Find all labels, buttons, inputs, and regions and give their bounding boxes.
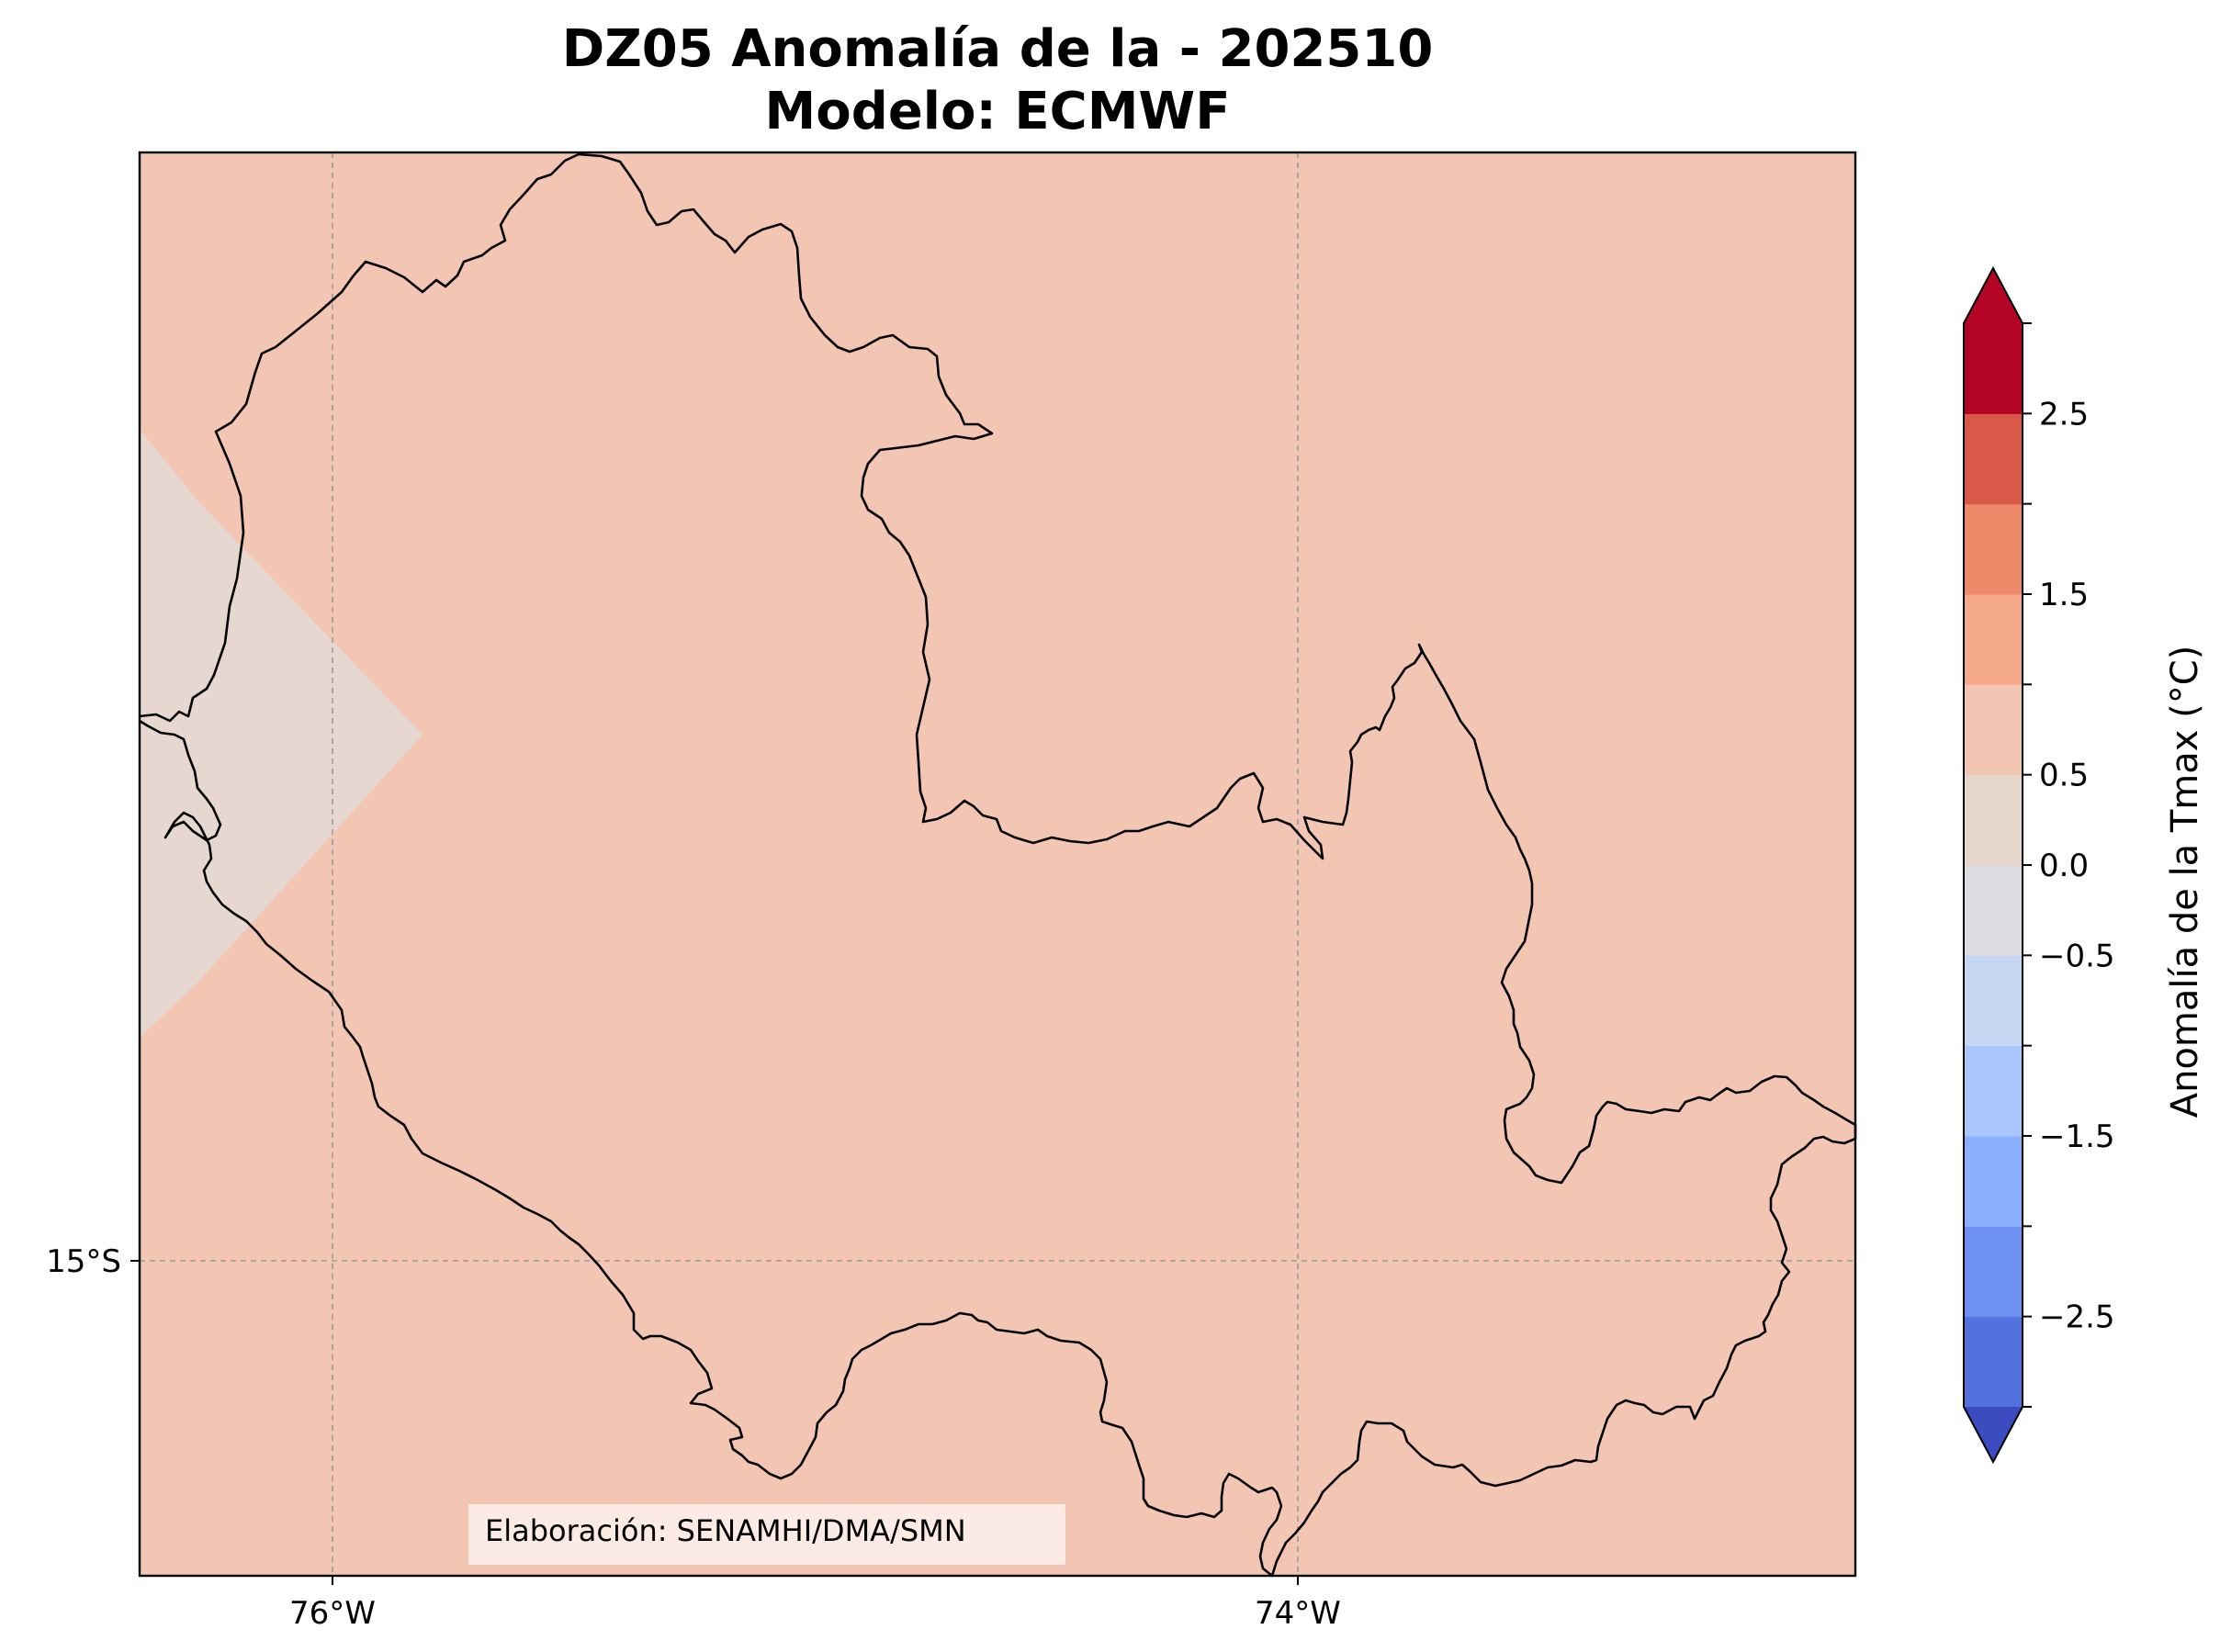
- lon-tick-label: 74°W: [1255, 1595, 1341, 1632]
- colorbar-extend-max: [1964, 268, 2023, 323]
- colorbar-tick-label: −1.5: [2039, 1118, 2115, 1155]
- region-boundary: [139, 152, 1857, 1578]
- colorbar-tick-label: −2.5: [2039, 1299, 2115, 1336]
- colorbar-bin: [1964, 1226, 2023, 1318]
- lon-tick-label: 76°W: [289, 1595, 376, 1632]
- colorbar: 2.5 1.5 0.5 0.0 −0.5 −1.5 −2.5: [1963, 265, 2115, 1465]
- gridlines: [140, 152, 1855, 1576]
- colorbar-label: Anomalía de la Tmax (°C): [2164, 646, 2206, 1118]
- colorbar-bin: [1964, 1136, 2023, 1227]
- map-frame: [138, 151, 1857, 1578]
- lat-tick-label: 15°S: [46, 1243, 121, 1280]
- map-title-line1: DZ05 Anomalía de la - 202510: [561, 19, 1434, 79]
- colorbar-bin: [1964, 323, 2023, 414]
- colorbar-bin: [1964, 1316, 2023, 1408]
- credit-box: [468, 1504, 1065, 1565]
- colorbar-bin: [1964, 1045, 2023, 1137]
- map-background: [140, 152, 1855, 1576]
- colorbar-bin: [1964, 684, 2023, 776]
- colorbar-bin: [1964, 413, 2023, 505]
- colorbar-tick-label: 1.5: [2039, 577, 2089, 613]
- colorbar-bin: [1964, 865, 2023, 956]
- credit-text: Elaboración: SENAMHI/DMA/SMN: [485, 1513, 966, 1548]
- colorbar-bin: [1964, 594, 2023, 685]
- colorbar-bin: [1964, 503, 2023, 595]
- colorbar-bin: [1964, 955, 2023, 1047]
- colorbar-tick-label: 0.5: [2039, 758, 2089, 794]
- colorbar-tick-label: 2.5: [2039, 396, 2089, 433]
- colorbar-tick-label: −0.5: [2039, 938, 2115, 974]
- colorbar-extend-min: [1964, 1407, 2023, 1462]
- map-title-line2: Modelo: ECMWF: [764, 82, 1231, 141]
- colorbar-tick-label: 0.0: [2039, 848, 2089, 884]
- axis-ticks: [130, 1260, 1299, 1585]
- colorbar-bin: [1964, 774, 2023, 866]
